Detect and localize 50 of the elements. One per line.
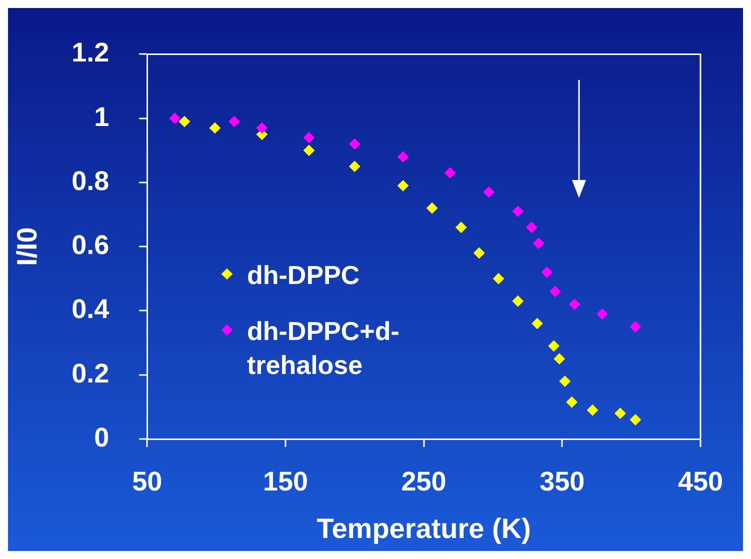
y-tick-label: 0 [94,422,110,452]
point [493,273,504,284]
x-tick-label: 350 [540,466,585,497]
point [587,404,598,416]
point [569,298,580,310]
point [426,202,438,214]
point [630,414,641,426]
point [474,248,485,259]
point [456,222,467,233]
point [209,122,220,134]
x-tick-label: 150 [262,466,308,497]
point [169,112,180,124]
point [178,116,190,128]
y-tick-label: 1.2 [72,38,110,68]
y-tick-label: 0.8 [72,166,110,196]
point [444,167,456,178]
x-tick-label: 450 [678,466,724,497]
point [349,160,360,172]
y-tick-label: 0.4 [72,294,110,324]
point [533,238,544,249]
point [630,321,641,332]
y-tick-label: 0.2 [72,358,110,388]
point [596,308,608,320]
point [550,286,561,297]
point [526,222,538,233]
point [512,206,524,217]
point [483,186,494,198]
point [614,408,626,419]
y-tick-label: 1 [94,102,110,132]
point [398,180,409,192]
point [566,396,578,408]
x-axis-title: Temperature (K) [316,512,531,544]
point [303,132,314,144]
point [532,318,543,330]
point [554,353,565,364]
point [228,116,240,128]
y-tick-label: 0.6 [72,230,110,260]
point [303,144,314,156]
point [398,151,409,162]
point [548,340,560,352]
legend-label: dh-DPPC [247,259,361,292]
point [541,266,552,278]
point [349,138,360,150]
point [559,376,570,387]
y-axis-title: I/I0 [12,227,43,266]
legend-label: dh-DPPC+d-trehalose [247,315,400,382]
point [512,296,524,307]
x-tick-label: 250 [401,466,446,497]
point [256,122,268,134]
x-tick-label: 50 [132,466,162,497]
